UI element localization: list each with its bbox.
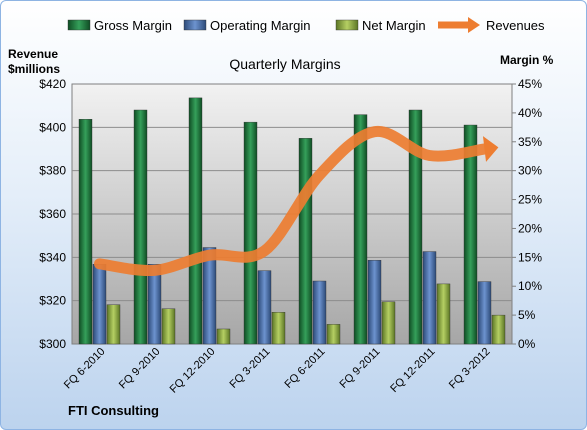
bar-gross-margin [463, 124, 478, 345]
right-tick-label: 20% [518, 221, 542, 235]
bar-net-margin [106, 304, 121, 345]
right-tick-label: 10% [518, 279, 542, 293]
bar-gross-margin [408, 109, 423, 345]
legend-label: Gross Margin [94, 18, 172, 33]
bar-gross-margin [78, 119, 93, 345]
x-tick-label: FQ 3-2012 [447, 346, 493, 392]
x-tick-label: FQ 6-2011 [283, 346, 328, 391]
bar-net-margin [326, 324, 341, 345]
left-axis: $300 $320 $340 $360 $380 $400 $420 [39, 77, 66, 351]
source-label: FTI Consulting [68, 403, 159, 418]
x-tick-label: FQ 3-2011 [228, 346, 273, 391]
legend: Gross Margin Operating Margin Net Margin Re… [67, 17, 545, 33]
left-tick-label: $300 [39, 337, 66, 351]
bar-operating-margin [477, 281, 492, 345]
left-tick-label: $420 [39, 77, 66, 91]
right-tick-label: 25% [518, 193, 542, 207]
left-axis-title: Revenue $millions [8, 47, 60, 76]
x-tick-label: FQ 6-2010 [62, 346, 108, 392]
left-tick-label: $320 [39, 294, 66, 308]
bar-operating-margin [92, 264, 107, 345]
x-tick-label: FQ 9-2010 [117, 346, 163, 392]
bar-operating-margin [367, 260, 382, 345]
x-tick-label: FQ 12-2011 [388, 346, 437, 395]
legend-label: Operating Margin [210, 18, 310, 33]
revenue-line [94, 126, 499, 277]
bar-operating-margin [202, 247, 217, 345]
left-tick-label: $360 [39, 207, 66, 221]
bar-gross-margin [353, 114, 368, 345]
legend-swatch [183, 19, 207, 31]
legend-label: Revenues [486, 18, 545, 33]
bar-net-margin [491, 314, 506, 345]
right-tick-label: 40% [518, 106, 542, 120]
right-tick-label: 30% [518, 164, 542, 178]
bar-operating-margin [422, 251, 437, 345]
bar-gross-margin [298, 138, 313, 345]
bar-operating-margin [312, 280, 327, 345]
bar-operating-margin [147, 264, 162, 345]
left-tick-label: $400 [39, 120, 66, 134]
left-tick-label: $380 [39, 164, 66, 178]
right-tick-label: 5% [518, 308, 536, 322]
revenues-line [94, 126, 490, 277]
left-tick-label: $340 [39, 250, 66, 264]
bar-gross-margin [243, 121, 258, 345]
bar-gross-margin [133, 109, 148, 345]
chart-title: Quarterly Margins [229, 56, 340, 72]
x-tick-label: FQ 9-2011 [338, 346, 383, 391]
legend-label: Net Margin [362, 18, 426, 33]
bar-operating-margin [257, 270, 272, 345]
right-axis: 0% 5% 10% 15% 20% 25% 30% 35% 40% 45% [512, 77, 542, 351]
right-tick-label: 15% [518, 250, 542, 264]
bar-net-margin [216, 328, 231, 345]
bar-net-margin [381, 301, 396, 345]
legend-swatch-arrow [468, 17, 480, 33]
right-tick-label: 45% [518, 77, 542, 91]
bar-gross-margin [188, 97, 203, 345]
bar-net-margin [161, 308, 176, 345]
revenues-arrowhead [482, 136, 499, 162]
bar-net-margin [271, 312, 286, 345]
right-axis-title: Margin % [500, 53, 554, 67]
x-tick-label: FQ 12-2010 [168, 346, 218, 396]
legend-swatch [335, 19, 359, 31]
legend-swatch [67, 19, 91, 31]
x-axis: FQ 6-2010 FQ 9-2010 FQ 12-2010 FQ 3-2011 FQ … [62, 346, 493, 396]
bar-net-margin [436, 283, 451, 345]
right-tick-label: 0% [518, 337, 536, 351]
right-tick-label: 35% [518, 135, 542, 149]
